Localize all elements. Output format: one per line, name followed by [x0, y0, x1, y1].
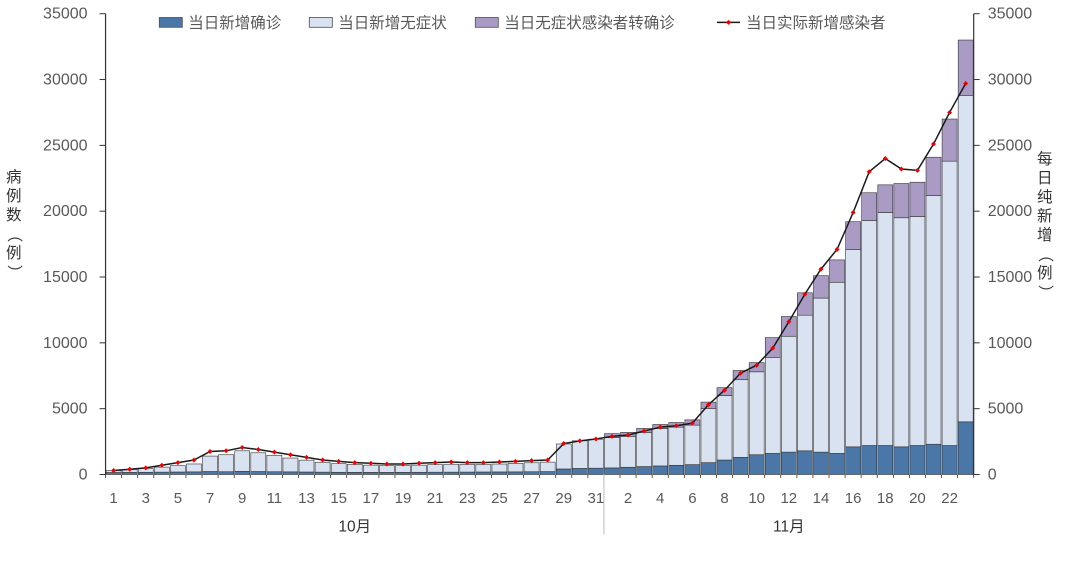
svg-text:9: 9: [238, 490, 246, 507]
svg-text:0: 0: [988, 467, 997, 484]
svg-text:15000: 15000: [988, 269, 1033, 286]
svg-text:14: 14: [813, 490, 830, 507]
svg-text:2: 2: [624, 490, 632, 507]
svg-text:6: 6: [688, 490, 696, 507]
svg-text:当日实际新增感染者: 当日实际新增感染者: [746, 14, 886, 32]
svg-text:13: 13: [298, 490, 315, 507]
svg-text:17: 17: [362, 490, 379, 507]
svg-text:30000: 30000: [43, 72, 88, 89]
svg-text:10000: 10000: [988, 335, 1033, 352]
svg-text:30000: 30000: [988, 72, 1033, 89]
svg-text:18: 18: [877, 490, 894, 507]
svg-text:15: 15: [330, 490, 347, 507]
svg-text:10000: 10000: [43, 335, 88, 352]
svg-text:5: 5: [174, 490, 182, 507]
svg-text:5000: 5000: [988, 401, 1024, 418]
svg-text:20000: 20000: [988, 203, 1033, 220]
svg-text:当日无症状感染者转确诊: 当日无症状感染者转确诊: [504, 14, 675, 32]
svg-text:35000: 35000: [988, 6, 1033, 23]
svg-text:19: 19: [395, 490, 412, 507]
svg-text:3: 3: [142, 490, 150, 507]
svg-text:10月: 10月: [338, 519, 371, 536]
svg-text:0: 0: [79, 467, 88, 484]
svg-text:21: 21: [427, 490, 444, 507]
svg-text:16: 16: [845, 490, 862, 507]
svg-text:20000: 20000: [43, 203, 88, 220]
svg-text:23: 23: [459, 490, 476, 507]
svg-text:11月: 11月: [773, 519, 805, 536]
svg-text:31: 31: [588, 490, 605, 507]
svg-text:1: 1: [109, 490, 117, 507]
svg-text:12: 12: [780, 490, 797, 507]
svg-text:20: 20: [909, 490, 926, 507]
svg-text:15000: 15000: [43, 269, 88, 286]
svg-text:29: 29: [555, 490, 572, 507]
svg-text:当日新增确诊: 当日新增确诊: [188, 14, 282, 32]
svg-text:25000: 25000: [988, 137, 1033, 154]
svg-text:27: 27: [523, 490, 540, 507]
svg-text:22: 22: [941, 490, 958, 507]
svg-text:8: 8: [720, 490, 728, 507]
svg-text:4: 4: [656, 490, 664, 507]
svg-text:35000: 35000: [43, 6, 88, 23]
svg-text:10: 10: [748, 490, 765, 507]
svg-text:当日新增无症状: 当日新增无症状: [338, 14, 447, 32]
svg-text:25: 25: [491, 490, 508, 507]
svg-text:7: 7: [206, 490, 214, 507]
svg-text:5000: 5000: [52, 401, 88, 418]
svg-text:25000: 25000: [43, 137, 88, 154]
svg-text:11: 11: [267, 490, 283, 507]
